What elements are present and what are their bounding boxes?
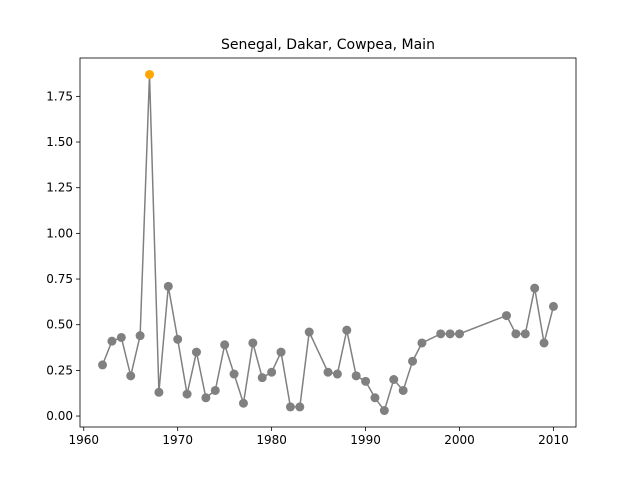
data-point <box>191 347 201 357</box>
y-tick-label: 1.25 <box>46 181 73 195</box>
y-tick-label: 0.50 <box>46 318 73 332</box>
x-tick-label: 1970 <box>162 433 193 447</box>
data-point <box>154 387 164 397</box>
data-point <box>351 371 361 381</box>
data-point <box>210 385 220 395</box>
chart-title: Senegal, Dakar, Cowpea, Main <box>221 37 435 53</box>
x-tick-label: 1980 <box>256 433 287 447</box>
x-tick-label: 1960 <box>68 433 99 447</box>
y-tick-label: 1.75 <box>46 89 73 103</box>
data-point <box>323 367 333 377</box>
data-point <box>332 369 342 379</box>
data-point <box>238 398 248 408</box>
y-tick-label: 0.75 <box>46 272 73 286</box>
data-point <box>295 402 305 412</box>
plot-area <box>80 58 576 427</box>
data-point <box>530 283 540 293</box>
x-axis: 1960 1970 1980 1990 2000 2010 <box>68 427 569 447</box>
data-point <box>182 389 192 399</box>
series-markers <box>98 69 558 416</box>
y-axis: 0.00 0.25 0.50 0.75 1.00 1.25 1.50 1.75 <box>46 89 80 423</box>
data-point <box>408 356 418 366</box>
data-point <box>126 371 136 381</box>
data-point <box>248 338 258 348</box>
data-point <box>229 369 239 379</box>
data-point <box>445 329 455 339</box>
data-point <box>163 281 173 291</box>
data-point <box>267 367 277 377</box>
data-point <box>135 331 145 341</box>
data-point <box>361 376 371 386</box>
data-point <box>173 334 183 344</box>
data-point <box>501 311 511 321</box>
data-point <box>548 301 558 311</box>
data-point <box>417 338 427 348</box>
data-point <box>276 347 286 357</box>
data-point <box>511 329 521 339</box>
y-tick-label: 1.50 <box>46 135 73 149</box>
plot-frame <box>79 57 577 428</box>
data-point <box>455 329 465 339</box>
data-point <box>370 393 380 403</box>
data-point <box>201 393 211 403</box>
data-point <box>116 332 126 342</box>
data-point <box>304 327 314 337</box>
data-point <box>379 406 389 416</box>
x-tick-label: 1990 <box>350 433 381 447</box>
y-tick-label: 0.25 <box>46 363 73 377</box>
data-point <box>342 325 352 335</box>
x-tick-label: 2000 <box>444 433 475 447</box>
data-point <box>398 385 408 395</box>
data-point <box>285 402 295 412</box>
y-tick-label: 0.00 <box>46 409 73 423</box>
data-point <box>520 329 530 339</box>
data-point <box>436 329 446 339</box>
data-point <box>389 375 399 385</box>
highlighted-data-point <box>145 69 155 79</box>
y-tick-label: 1.00 <box>46 226 73 240</box>
data-point <box>98 360 108 370</box>
data-point <box>539 338 549 348</box>
data-point <box>257 373 267 383</box>
data-point <box>107 336 117 346</box>
data-point <box>220 340 230 350</box>
x-tick-label: 2010 <box>538 433 569 447</box>
